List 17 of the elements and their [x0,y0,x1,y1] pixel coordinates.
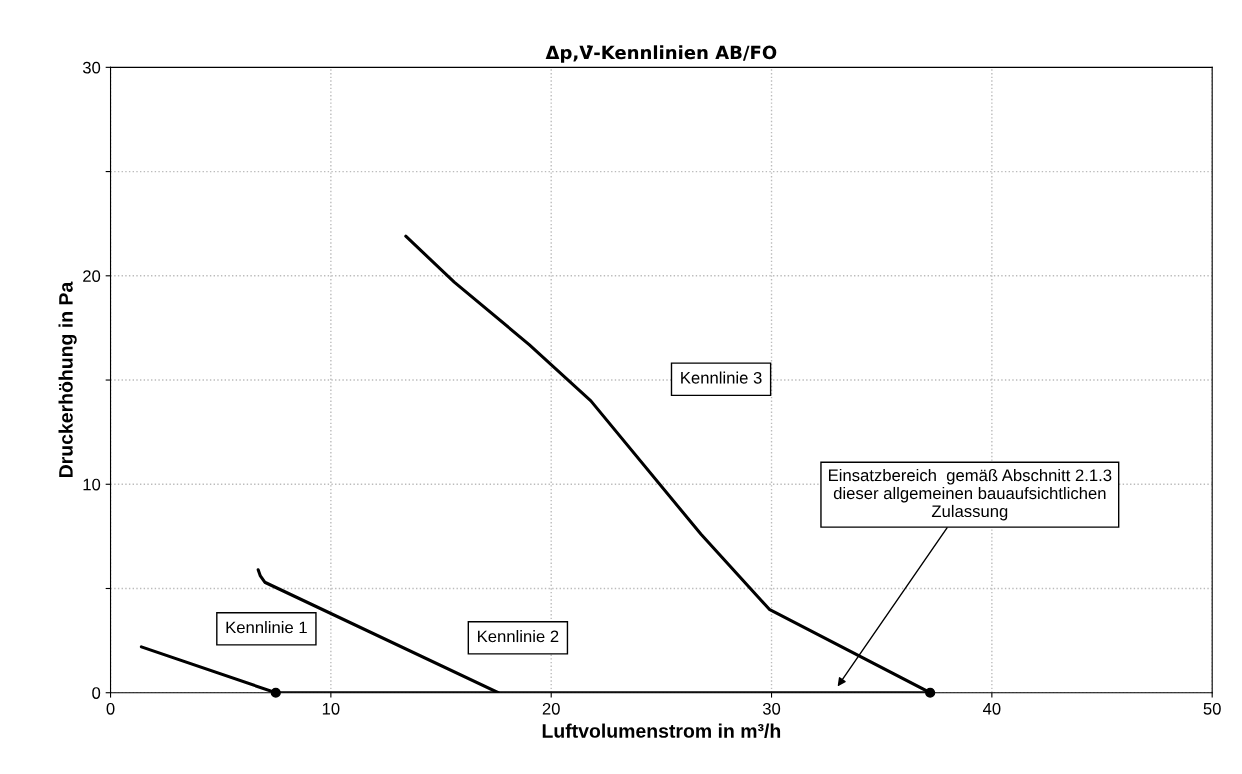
y-tick-label: 0 [92,687,101,699]
y-axis-title: Druckerhöhung in Pa [58,281,77,478]
y-tick-label: 30 [82,61,101,74]
y-tick-label: 10 [83,478,101,491]
x-axis-title: Luftvolumenstrom in m³/h [542,723,781,739]
chart-title: Δp,V̇-Kennlinien AB/FO [545,45,777,63]
x-tick-label: 40 [982,702,1001,715]
text: Kennlinie 2 [478,630,559,643]
text: Kennlinie 1 [226,621,307,634]
y-tick-label: 20 [83,270,101,283]
x-tick-label: 30 [762,702,781,715]
x-tick-label: 0 [106,702,115,715]
x-tick-label: 10 [322,702,340,715]
text: Kennlinie 3 [681,371,762,384]
x-tick-label: 20 [542,702,560,715]
annotation: Einsatzbereich gemäß Abschnitt 2.1.3 dieser allgemeinen bauaufsichtlichen Zulassung [828,468,1112,521]
x-tick-label: 50 [1203,702,1221,715]
